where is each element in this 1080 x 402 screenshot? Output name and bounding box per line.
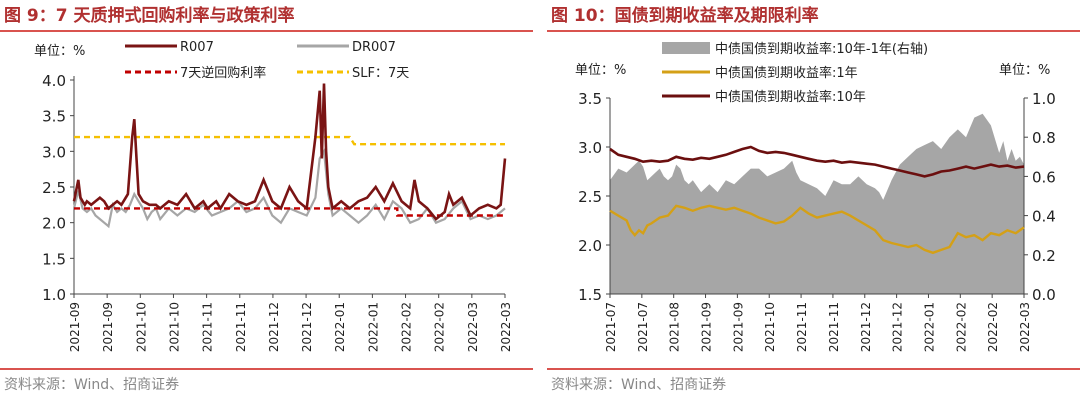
x-tick-label: 2021-12 <box>300 302 314 352</box>
y-tick-label: 1.0 <box>42 286 66 304</box>
x-tick-label: 2021-11 <box>795 302 809 352</box>
title-divider <box>547 30 1080 32</box>
y-left-tick-label: 1.5 <box>578 286 602 304</box>
figure-title: 图 9：7 天质押式回购利率与政策利率 <box>4 6 295 26</box>
repo-rate-chart: 1.0 1.5 2.0 2.5 3.0 3.5 4.0 2021-09 2021-09 2021-… <box>34 40 513 352</box>
source-divider <box>0 368 533 370</box>
y-tick-label: 4.0 <box>42 72 66 90</box>
x-tick-label: 2021-11 <box>234 302 248 352</box>
x-tick-label: 2022-02 <box>433 302 447 352</box>
treasury-yield-chart: 1.5 2.0 2.5 3.0 3.5 0.0 0.2 0.4 0.6 0.8 1.0 2021-07… <box>575 41 1056 352</box>
source-note: 资料来源：Wind、招商证券 <box>4 377 180 393</box>
y-left-tick-label: 2.5 <box>578 188 602 206</box>
x-tick-label: 2021-07 <box>636 302 650 352</box>
series-spread-area <box>610 113 1024 294</box>
legend-10y-label: 中债国债到期收益率:10年 <box>715 89 866 105</box>
y-right-tick-label: 0.8 <box>1032 129 1056 147</box>
x-tick-label: 2021-10 <box>167 302 181 352</box>
x-tick-label: 2021-11 <box>827 302 841 352</box>
y-right-tick-label: 1.0 <box>1032 90 1056 108</box>
y-right-tick-label: 0.0 <box>1032 286 1056 304</box>
y-tick-label: 1.5 <box>42 250 66 268</box>
series-reverse-repo-line <box>74 207 505 217</box>
series-r007-line <box>72 83 507 221</box>
legend-spread-label: 中债国债到期收益率:10年-1年(右轴) <box>715 41 928 57</box>
x-tick-label: 2022-03 <box>466 302 480 352</box>
y-right-tick-label: 0.2 <box>1032 247 1056 265</box>
title-divider <box>0 30 533 32</box>
source-note: 资料来源：Wind、招商证券 <box>551 377 727 393</box>
y-left-tick-label: 3.0 <box>578 139 602 157</box>
x-tick-label: 2021-09 <box>68 302 82 352</box>
x-tick-label: 2021-12 <box>267 302 281 352</box>
x-tick-label: 2022-01 <box>922 302 936 352</box>
figure-title: 图 10：国债到期收益率及期限利率 <box>551 6 819 26</box>
series-10y-line <box>609 145 1025 178</box>
legend-r007-label: R007 <box>180 40 214 55</box>
series-slf-line <box>74 135 505 146</box>
x-tick-label: 2022-03 <box>1018 302 1032 352</box>
right-unit-label: 单位：% <box>999 63 1050 78</box>
x-tick-label: 2021-11 <box>201 302 215 352</box>
y-tick-label: 2.5 <box>42 179 66 197</box>
series-1y-line <box>609 204 1025 255</box>
left-unit-label: 单位：% <box>575 63 626 78</box>
y-left-tick-label: 3.5 <box>578 90 602 108</box>
x-tick-label: 2021-10 <box>763 302 777 352</box>
unit-label: 单位：% <box>34 44 85 59</box>
x-tick-label: 2022-01 <box>366 302 380 352</box>
y-right-tick-label: 0.4 <box>1032 208 1056 226</box>
x-tick-label: 2022-02 <box>954 302 968 352</box>
legend-reverse-repo-label: 7天逆回购利率 <box>180 65 266 81</box>
legend-spread-swatch <box>662 42 710 54</box>
y-left-tick-label: 2.0 <box>578 237 602 255</box>
y-right-tick-label: 0.6 <box>1032 168 1056 186</box>
source-divider <box>547 368 1080 370</box>
x-tick-label: 2021-09 <box>731 302 745 352</box>
y-tick-label: 3.5 <box>42 108 66 126</box>
x-tick-label: 2022-02 <box>400 302 414 352</box>
legend-dr007-label: DR007 <box>352 40 396 55</box>
legend-slf-label: SLF：7天 <box>352 66 409 81</box>
x-tick-label: 2022-01 <box>333 302 347 352</box>
x-tick-label: 2022-03 <box>499 302 513 352</box>
x-tick-label: 2021-08 <box>668 302 682 352</box>
y-tick-label: 3.0 <box>42 143 66 161</box>
legend-1y-label: 中债国债到期收益率:1年 <box>715 65 858 81</box>
x-tick-label: 2021-09 <box>101 302 115 352</box>
x-tick-label: 2021-07 <box>604 302 618 352</box>
y-tick-label: 2.0 <box>42 215 66 233</box>
right-figure-panel: 图 10：国债到期收益率及期限利率 1.5 2.0 2.5 3.0 3.5 0.0 0.2 0… <box>547 0 1080 402</box>
x-tick-label: 2022-02 <box>986 302 1000 352</box>
x-tick-label: 2021-09 <box>700 302 714 352</box>
left-figure-panel: 图 9：7 天质押式回购利率与政策利率 1.0 1.5 2.0 2.5 3.0 3.5 4.… <box>0 0 533 402</box>
x-tick-label: 2021-12 <box>891 302 905 352</box>
x-tick-label: 2021-10 <box>134 302 148 352</box>
x-tick-label: 2021-12 <box>859 302 873 352</box>
